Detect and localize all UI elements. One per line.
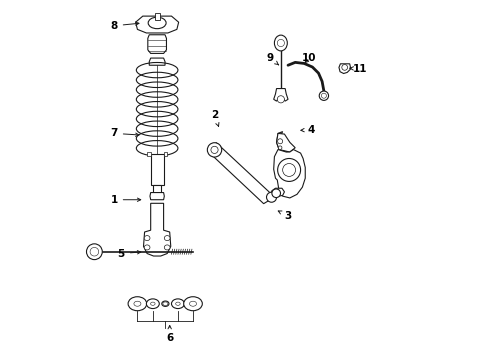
Ellipse shape [277,40,285,46]
Polygon shape [151,154,164,185]
Ellipse shape [278,158,300,181]
Polygon shape [150,193,164,200]
Ellipse shape [267,192,276,202]
Polygon shape [274,89,288,101]
Text: 2: 2 [211,111,219,126]
Ellipse shape [162,301,169,306]
Polygon shape [136,16,179,33]
Ellipse shape [342,64,347,70]
Text: 9: 9 [267,53,279,65]
Ellipse shape [319,91,329,100]
Polygon shape [271,188,285,197]
Ellipse shape [272,189,280,198]
Ellipse shape [90,247,98,256]
Ellipse shape [164,245,170,250]
Polygon shape [148,35,167,53]
Ellipse shape [277,96,285,103]
Ellipse shape [321,93,326,98]
Ellipse shape [147,299,159,309]
Polygon shape [153,185,161,194]
Ellipse shape [283,163,295,176]
Ellipse shape [211,146,218,153]
Ellipse shape [128,297,147,311]
Text: 6: 6 [166,325,173,343]
Ellipse shape [207,143,221,157]
Text: 3: 3 [278,211,292,221]
Ellipse shape [164,235,170,240]
Text: 4: 4 [301,125,315,135]
Polygon shape [164,152,167,156]
Polygon shape [274,149,305,198]
Ellipse shape [172,299,184,309]
Text: 10: 10 [302,53,317,63]
Polygon shape [147,152,151,156]
Text: 7: 7 [110,129,139,138]
Ellipse shape [87,244,102,260]
Ellipse shape [144,235,150,240]
Polygon shape [276,132,286,152]
Ellipse shape [274,35,287,51]
Text: 11: 11 [349,64,367,74]
Polygon shape [339,64,351,73]
Ellipse shape [278,146,282,149]
Ellipse shape [190,301,196,306]
Ellipse shape [144,245,150,250]
Ellipse shape [148,17,166,29]
Ellipse shape [163,302,168,306]
Text: 1: 1 [110,195,141,205]
Text: 5: 5 [118,248,141,258]
Polygon shape [155,13,160,21]
Polygon shape [276,134,295,152]
Polygon shape [144,203,171,256]
Ellipse shape [134,301,141,306]
Ellipse shape [278,139,283,144]
Ellipse shape [150,302,155,305]
Ellipse shape [176,302,180,305]
Polygon shape [149,58,165,65]
Ellipse shape [184,297,202,311]
Text: 8: 8 [110,21,139,31]
Polygon shape [210,143,272,204]
